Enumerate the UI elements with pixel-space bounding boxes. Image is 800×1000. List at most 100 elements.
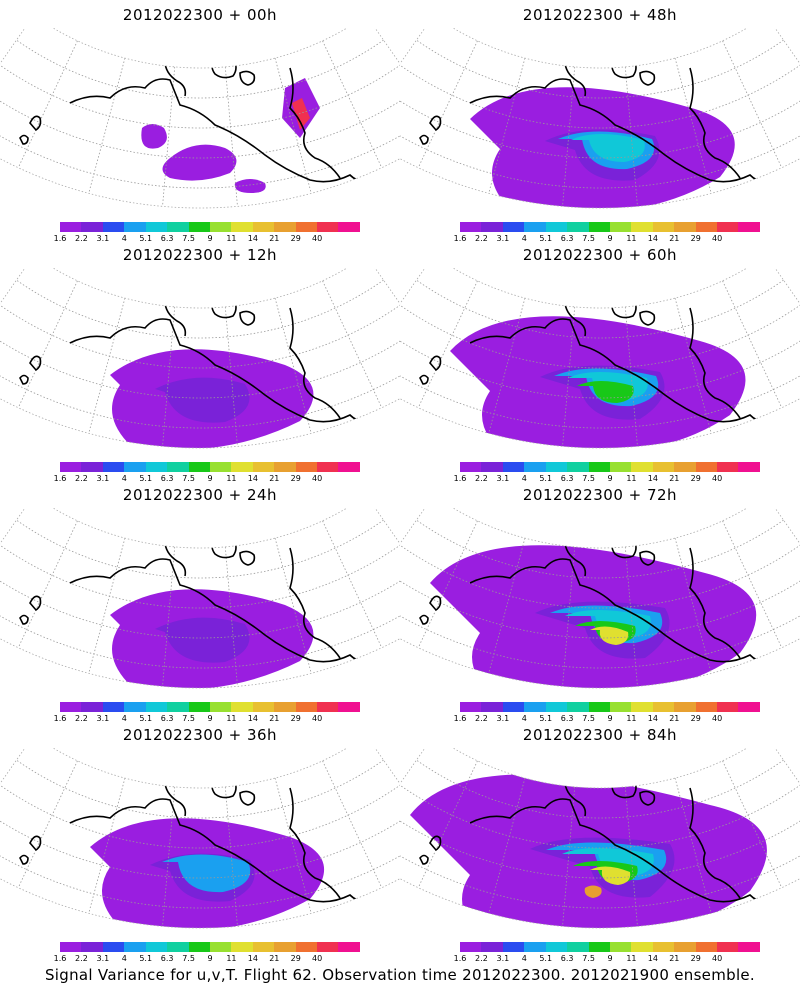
longitude-line <box>417 40 478 168</box>
latitude-line <box>0 113 400 189</box>
colorbar-swatch <box>588 222 610 232</box>
colorbar-tick-label: 4 <box>521 954 527 963</box>
colorbar-tick-label: 11 <box>626 954 637 963</box>
map-panel: 2012022300 + 24h 1.6 2.2 3.1 4 5.1 6.3 7.5 9 11 14… <box>0 480 400 723</box>
longitude-line <box>88 778 126 914</box>
colorbar-labels: 1.6 2.2 3.1 4 5.1 6.3 7.5 9 11 14 21 29 40 <box>454 474 760 484</box>
panel-title: 2012022300 + 00h <box>122 6 278 24</box>
colorbar-tick-label: 7.5 <box>582 234 595 243</box>
map-panel: 2012022300 + 84h 1.6 2.2 3.1 4 5.1 6.3 7.5 9 11 14… <box>400 720 800 963</box>
latitude-line <box>400 784 800 849</box>
colorbar-swatch <box>60 942 82 952</box>
colorbar-tick-label: 29 <box>290 714 301 723</box>
colorbar-swatch <box>481 702 503 712</box>
colorbar-swatch <box>609 462 632 472</box>
longitude-line <box>488 778 526 914</box>
colorbar-tick-label: 21 <box>269 234 280 243</box>
colorbar-swatch <box>338 942 360 952</box>
colorbar-tick-label: 11 <box>226 714 237 723</box>
colorbar-swatch <box>695 222 718 232</box>
colorbar-swatch <box>674 222 696 232</box>
colorbar-tick-label: 9 <box>607 234 613 243</box>
colorbar-swatch <box>631 702 653 712</box>
colorbar-tick-label: 9 <box>207 474 213 483</box>
colorbar-tick-label: 21 <box>669 474 680 483</box>
colorbar-swatch <box>167 702 189 712</box>
colorbar-tick-label: 5.1 <box>139 714 153 723</box>
colorbar-swatch <box>524 942 546 952</box>
colorbar-tick-label: 11 <box>226 954 237 963</box>
coastline <box>639 310 656 326</box>
latitude-line <box>0 568 400 639</box>
colorbar-swatch <box>274 702 296 712</box>
variance-contour <box>577 381 634 403</box>
colorbar-tick-label: 2.2 <box>75 714 88 723</box>
colorbar-tick-label: 21 <box>269 474 280 483</box>
colorbar-tick-label: 5.1 <box>539 474 553 483</box>
colorbar-tick-label: 11 <box>626 234 637 243</box>
colorbar-tick-label: 40 <box>312 954 323 963</box>
polar-stereographic-map <box>400 268 800 449</box>
longitude-line <box>722 40 783 168</box>
coastline <box>69 318 376 423</box>
coastline <box>639 790 656 806</box>
colorbar-swatch <box>102 702 125 712</box>
colorbar-tick-label: 4 <box>121 714 127 723</box>
coastline <box>19 355 42 385</box>
colorbar-tick-label: 1.6 <box>453 954 467 963</box>
latitude-line <box>0 833 400 909</box>
longitude-line <box>674 298 712 434</box>
variance-contour <box>590 626 629 645</box>
latitude-line <box>16 39 384 99</box>
colorbar-tick-label: 7.5 <box>182 714 195 723</box>
colorbar-tick-label: 6.3 <box>560 714 574 723</box>
colorbar-tick-label: 9 <box>207 714 213 723</box>
coastline <box>19 595 42 625</box>
colorbar-tick-label: 29 <box>690 474 701 483</box>
colorbar-swatch <box>567 462 589 472</box>
longitude-line <box>17 520 78 648</box>
colorbar-labels: 1.6 2.2 3.1 4 5.1 6.3 7.5 9 11 14 21 29 40 <box>454 234 760 244</box>
longitude-line <box>624 306 638 447</box>
colorbar-swatch <box>145 222 168 232</box>
colorbar <box>460 222 760 232</box>
panel-title: 2012022300 + 84h <box>522 726 678 744</box>
colorbar-swatch <box>545 462 568 472</box>
colorbar-tick-label: 40 <box>312 714 323 723</box>
variance-contour <box>571 134 645 162</box>
colorbar-swatch <box>631 462 653 472</box>
longitude-line <box>722 280 783 408</box>
map-content <box>0 519 400 688</box>
colorbar-tick-label: 2.2 <box>475 954 488 963</box>
colorbar-tick-label: 21 <box>269 954 280 963</box>
map-panel: 2012022300 + 12h 1.6 2.2 3.1 4 5.1 6.3 7.5 9 11 14… <box>0 240 400 483</box>
polar-stereographic-map <box>0 28 400 209</box>
coastline <box>239 310 256 326</box>
coastline <box>19 835 42 865</box>
colorbar-tick-label: 5.1 <box>139 474 153 483</box>
coastline <box>469 318 776 423</box>
coastline <box>419 595 442 625</box>
colorbar-tick-label: 11 <box>226 474 237 483</box>
colorbar-swatch <box>738 702 760 712</box>
colorbar-swatch <box>338 222 360 232</box>
colorbar-swatch <box>545 222 568 232</box>
colorbar-swatch <box>209 942 232 952</box>
colorbar-tick-label: 29 <box>690 954 701 963</box>
coastline <box>19 115 42 145</box>
longitude-line <box>488 58 526 194</box>
colorbar-swatch <box>252 462 275 472</box>
longitude-line <box>322 280 383 408</box>
colorbar-tick-label: 14 <box>247 954 258 963</box>
colorbar-swatch <box>81 462 103 472</box>
colorbar-swatch <box>481 942 503 952</box>
colorbar-swatch <box>60 222 82 232</box>
longitude-line <box>88 298 126 434</box>
colorbar-tick-label: 9 <box>607 714 613 723</box>
longitude-line <box>322 760 383 888</box>
colorbar-swatch <box>567 222 589 232</box>
colorbar-swatch <box>652 462 675 472</box>
longitude-line <box>722 520 783 648</box>
map-content <box>400 759 800 928</box>
coastline <box>419 115 442 145</box>
